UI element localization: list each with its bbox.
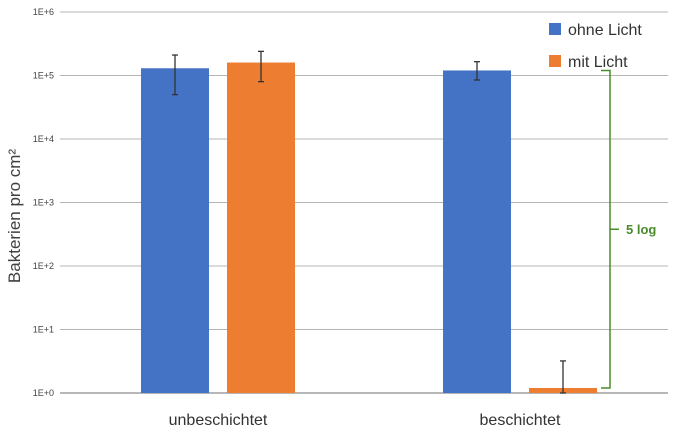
annotation: 5 log	[601, 69, 656, 389]
bar	[227, 62, 295, 393]
category-label-beschichtet: beschichtet	[480, 412, 561, 429]
y-tick-label: 1E+0	[33, 388, 54, 398]
y-tick-labels: 1E+0 1E+1 1E+2 1E+3 1E+4 1E+5 1E+6	[33, 7, 54, 398]
y-tick-label: 1E+6	[33, 7, 54, 17]
y-tick-label: 1E+1	[33, 325, 54, 335]
y-tick-label: 1E+4	[33, 134, 54, 144]
legend-label-mit-licht: mit Licht	[568, 54, 628, 71]
bar	[443, 70, 511, 394]
log-reduction-bracket	[601, 69, 619, 389]
legend: ohne Licht mit Licht	[549, 22, 642, 71]
log-reduction-label: 5 log	[626, 222, 656, 237]
x-category-labels: unbeschichtet beschichtet	[169, 412, 561, 429]
y-tick-label: 1E+3	[33, 198, 54, 208]
y-tick-label: 1E+5	[33, 71, 54, 81]
error-bars	[172, 50, 566, 394]
legend-label-ohne-licht: ohne Licht	[568, 22, 642, 39]
legend-swatch-mit-licht	[549, 55, 561, 67]
y-axis-title: Bakterien pro cm²	[5, 149, 24, 283]
bars	[141, 62, 597, 394]
category-label-unbeschichtet: unbeschichtet	[169, 412, 268, 429]
y-tick-label: 1E+2	[33, 261, 54, 271]
bar	[141, 68, 209, 394]
legend-swatch-ohne-licht	[549, 23, 561, 35]
